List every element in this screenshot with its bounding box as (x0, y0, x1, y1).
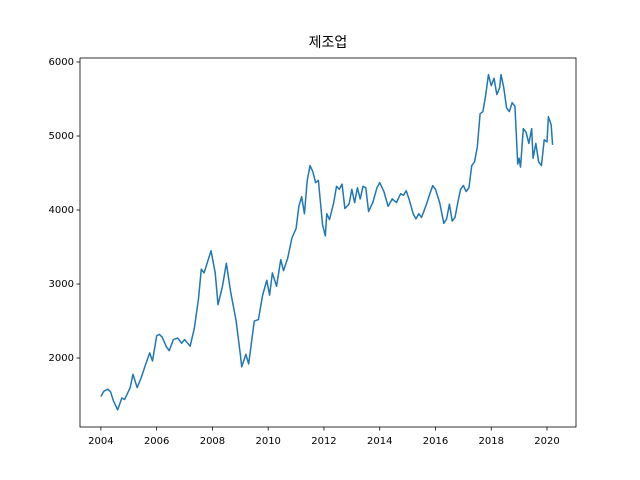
x-tick-label: 2012 (311, 436, 336, 447)
y-tick-label: 3000 (49, 279, 74, 290)
y-tick-label: 2000 (49, 353, 74, 364)
x-tick-label: 2014 (367, 436, 392, 447)
x-tick-label: 2018 (479, 436, 504, 447)
x-tick-label: 2010 (255, 436, 280, 447)
x-tick-label: 2004 (88, 436, 113, 447)
x-tick-label: 2016 (423, 436, 448, 447)
x-tick-label: 2020 (534, 436, 559, 447)
axes-frame (79, 57, 577, 428)
y-tick-label: 6000 (49, 57, 74, 68)
x-tick-label: 2006 (144, 436, 169, 447)
y-tick-label: 5000 (49, 131, 74, 142)
x-tick-label: 2008 (200, 436, 225, 447)
y-tick-label: 4000 (49, 205, 74, 216)
data-line (100, 73, 554, 411)
chart-title: 제조업 (309, 35, 348, 51)
